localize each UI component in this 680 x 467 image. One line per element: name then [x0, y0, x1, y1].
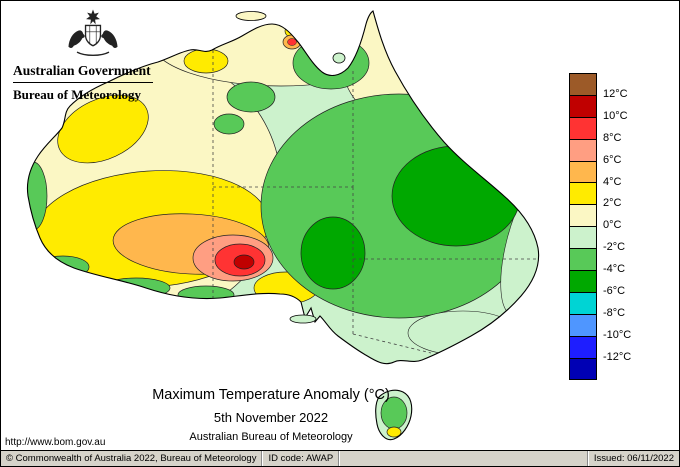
legend-swatch [570, 314, 596, 337]
shield [84, 24, 102, 47]
legend-swatch [570, 117, 596, 140]
legend-label: 6°C [603, 153, 622, 166]
anomaly-region [407, 310, 519, 356]
kangaroo-supporter [68, 30, 85, 48]
statusbar-separator [261, 451, 264, 466]
legend-swatch [570, 205, 596, 228]
legend-label: 0°C [603, 219, 622, 232]
groote-eylandt [332, 52, 346, 64]
legend-label: -10°C [603, 328, 632, 341]
legend-swatch [570, 358, 596, 380]
bureau-title: Bureau of Meteorology [13, 87, 142, 102]
legend-label: -12°C [603, 350, 632, 363]
anomaly-region [391, 145, 521, 247]
statusbar-separator [586, 451, 589, 466]
legend-swatch [570, 74, 596, 96]
kangaroo-island [289, 314, 317, 324]
mainland-coastline [26, 10, 540, 365]
statusbar-separator [338, 451, 341, 466]
emu-supporter [101, 30, 118, 48]
government-title: Australian Government [13, 63, 151, 78]
header: Australian Government Bureau of Meteorol… [13, 7, 173, 103]
legend-label: -8°C [603, 306, 626, 319]
legend-label: 2°C [603, 197, 622, 210]
scroll [76, 51, 110, 56]
status-bar: © Commonwealth of Australia 2022, Bureau… [1, 450, 679, 466]
anomaly-region [287, 38, 297, 46]
legend-label: 8°C [603, 131, 622, 144]
temperature-legend: 12°C 10°C 8°C 6°C 4°C 2°C 0°C -2°C -4°C -6°C -8°C -… [569, 73, 631, 381]
anomaly-region [101, 277, 171, 299]
anomaly-region [213, 113, 245, 135]
legend-swatches [569, 73, 597, 381]
map-caption: Maximum Temperature Anomaly (°C) 5th Nov… [81, 387, 461, 443]
map-title: Maximum Temperature Anomaly (°C) [152, 387, 390, 403]
anomaly-region [292, 36, 370, 90]
melville-island [235, 11, 267, 21]
map-date: 5th November 2022 [213, 410, 329, 425]
legend-swatch [570, 139, 596, 162]
anomaly-region [177, 285, 235, 305]
anomaly-region [226, 81, 276, 113]
map-source: Australian Bureau of Meteorology [189, 431, 353, 443]
legend-label: 10°C [603, 109, 628, 122]
anomaly-region-tasmania [386, 426, 402, 438]
copyright-text: © Commonwealth of Australia 2022, Bureau… [6, 453, 257, 464]
shield-quarters [85, 25, 101, 45]
legend-swatch [570, 227, 596, 250]
id-code-text: ID code: AWAP [268, 453, 334, 464]
legend-swatch [570, 95, 596, 118]
legend-swatch [570, 249, 596, 272]
tasmania-coastline [375, 389, 413, 441]
legend-labels: 12°C 10°C 8°C 6°C 4°C 2°C 0°C -2°C -4°C -6°C -8°C -… [603, 73, 651, 393]
anomaly-region [36, 255, 90, 279]
legend-label: -4°C [603, 263, 626, 276]
anomaly-region [300, 216, 366, 290]
legend-label: 12°C [603, 87, 628, 100]
anomaly-region [57, 94, 149, 164]
legend-label: -2°C [603, 241, 626, 254]
legend-swatch [570, 336, 596, 359]
legend-swatch [570, 271, 596, 293]
legend-label: -6°C [603, 285, 626, 297]
anomaly-region [183, 48, 229, 74]
state-borders [212, 50, 539, 354]
legend-swatch [570, 292, 596, 315]
issued-text: Issued: 06/11/2022 [593, 453, 674, 464]
anomaly-region [233, 254, 255, 270]
legend-label: 4°C [603, 175, 622, 188]
commonwealth-star [86, 9, 100, 25]
coat-of-arms-icon [68, 9, 118, 56]
legend-swatch [570, 183, 596, 206]
header-divider [13, 82, 153, 83]
legend-swatch [570, 161, 596, 184]
bom-url: http://www.bom.gov.au [5, 437, 106, 448]
